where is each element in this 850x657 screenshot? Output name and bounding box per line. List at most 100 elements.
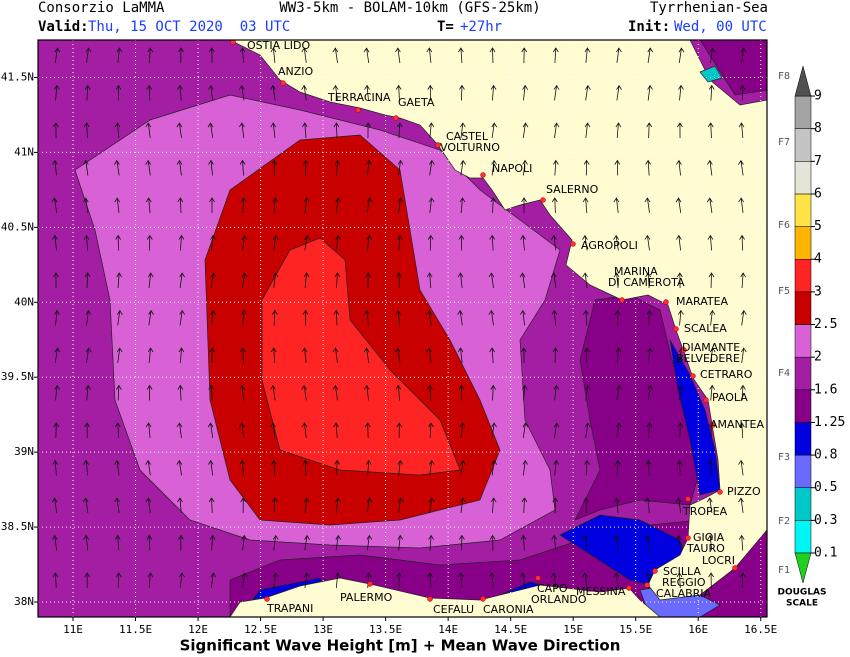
arrow <box>614 459 621 476</box>
arrow <box>397 459 404 476</box>
arrow <box>457 272 464 289</box>
city-dot <box>393 115 399 121</box>
arrow <box>333 122 340 139</box>
arrow <box>522 422 529 439</box>
arrow <box>677 422 684 439</box>
arrow <box>490 197 497 214</box>
arrow <box>644 534 651 551</box>
arrow <box>238 422 245 439</box>
arrow <box>675 497 682 514</box>
arrow <box>239 159 246 176</box>
city-dot <box>264 596 270 602</box>
arrow <box>644 497 651 514</box>
arrow <box>366 534 373 551</box>
arrow <box>551 197 558 214</box>
arrow <box>585 84 591 101</box>
arrow <box>521 497 528 514</box>
city-label: SALERNO <box>546 183 599 196</box>
arrow <box>584 384 591 401</box>
arrow <box>647 84 653 101</box>
arrow <box>426 47 433 64</box>
city-dot <box>685 535 691 541</box>
arrow <box>552 497 559 514</box>
arrow <box>301 422 308 439</box>
colorbar-label: 5 <box>814 219 822 234</box>
city-label: LOCRI <box>702 554 735 567</box>
arrow <box>489 234 496 251</box>
city-label: MARINA <box>614 265 658 278</box>
city-dot <box>626 585 632 591</box>
arrow <box>364 309 370 326</box>
arrow <box>241 309 247 326</box>
city-label: SCILLA <box>663 565 701 578</box>
arrow <box>270 422 276 439</box>
colorbar-band <box>794 291 812 325</box>
city-dot <box>480 596 486 602</box>
arrow <box>616 84 622 101</box>
arrow <box>303 197 310 214</box>
city-dot <box>681 347 687 353</box>
arrow <box>678 309 684 326</box>
arrow <box>519 309 526 326</box>
colorbar-label: 9 <box>814 89 822 104</box>
arrow <box>738 459 744 476</box>
city-dot <box>355 107 361 113</box>
arrow <box>116 384 122 401</box>
arrow <box>550 572 557 589</box>
arrow <box>395 84 402 101</box>
arrow <box>304 234 310 251</box>
arrow <box>51 497 58 514</box>
arrow <box>426 272 433 289</box>
city-label: TAURO <box>686 542 725 555</box>
city-label: AMANTEA <box>710 418 764 431</box>
init-label: Init: <box>628 19 670 35</box>
arrow <box>583 159 590 176</box>
arrow <box>207 459 214 476</box>
arrow <box>85 309 92 326</box>
city-label: AGROPOLI <box>581 239 638 252</box>
arrow <box>584 122 591 139</box>
city-dot <box>570 241 576 247</box>
colorbar-label: 3 <box>814 284 822 299</box>
arrow <box>239 47 246 64</box>
arrow <box>272 197 279 214</box>
arrow <box>488 272 495 289</box>
arrow <box>240 497 247 514</box>
map: OSTIA LIDO ANZIO TERRACINA GAETA CASTELVOLTU… <box>38 40 767 617</box>
arrow <box>738 497 744 514</box>
region: Tyrrhenian-Sea <box>650 0 768 16</box>
frame <box>37 39 768 618</box>
arrow <box>238 122 245 139</box>
arrow <box>395 309 401 326</box>
arrow <box>54 47 61 64</box>
arrow <box>553 422 560 439</box>
arrow <box>582 272 588 289</box>
x-tick-label: 14E <box>438 623 458 636</box>
land <box>229 577 661 617</box>
arrow <box>738 122 745 139</box>
douglas-label: F1 <box>778 565 790 576</box>
arrow <box>616 47 622 64</box>
arrow <box>333 422 339 439</box>
colorbar-under <box>794 552 812 584</box>
arrow <box>647 384 654 401</box>
colorbar-band <box>794 356 812 391</box>
arrow <box>51 197 58 214</box>
arrow <box>114 197 121 214</box>
arrow <box>240 347 246 364</box>
arrow <box>613 497 620 514</box>
city-dot <box>644 582 650 588</box>
arrow <box>303 497 310 514</box>
arrow <box>179 572 185 589</box>
arrow <box>488 572 495 589</box>
colorbar-band <box>794 128 812 162</box>
arrow <box>209 197 215 214</box>
arrow <box>114 122 121 139</box>
arrow <box>394 347 401 364</box>
arrow <box>332 47 339 64</box>
arrow <box>427 234 434 251</box>
arrow <box>457 347 464 364</box>
arrow <box>521 197 527 214</box>
arrow <box>84 572 90 589</box>
city-label: REGGIO <box>662 576 706 589</box>
